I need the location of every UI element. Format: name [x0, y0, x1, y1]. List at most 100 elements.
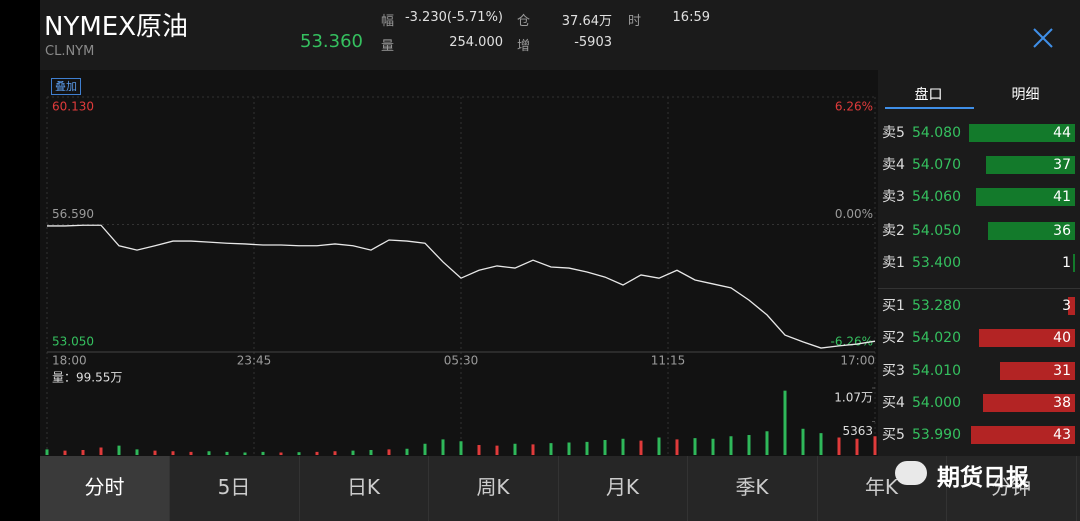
book-qty: 3	[1062, 298, 1071, 314]
volume-bar	[387, 449, 391, 455]
bottom-tab[interactable]: 年K	[817, 456, 947, 521]
stat-label: 仓	[517, 14, 531, 29]
volume-bar	[747, 435, 751, 455]
last-price: 53.360	[300, 31, 363, 52]
volume-bar	[621, 438, 625, 455]
volume-bar	[837, 437, 841, 455]
book-qty: 38	[1053, 395, 1071, 411]
volume-bar	[171, 451, 175, 455]
volume-bar	[549, 443, 553, 455]
stat-value: 37.64万	[561, 14, 612, 29]
book-tab[interactable]: 盘口	[914, 87, 943, 103]
book-label: 卖4	[882, 157, 905, 173]
x-tick-label: 05:30	[444, 354, 479, 368]
volume-bar	[135, 449, 139, 455]
qty-bar	[988, 222, 1075, 240]
volume-bar	[315, 451, 319, 455]
volume-bar	[783, 390, 787, 455]
qty-bar	[983, 394, 1075, 412]
qty-bar	[978, 329, 1075, 347]
book-label: 卖5	[882, 125, 905, 141]
x-tick-label: 18:00	[52, 354, 87, 368]
bottom-tab[interactable]: 月K	[558, 456, 688, 521]
volume-bar	[801, 428, 805, 455]
x-tick-label: 23:45	[237, 354, 272, 368]
book-price: 53.280	[912, 298, 961, 314]
volume-bar	[351, 450, 355, 455]
volume-bar	[495, 445, 499, 455]
stat-label: 时	[628, 14, 642, 29]
book-qty: 36	[1053, 223, 1071, 239]
book-price: 53.400	[912, 255, 961, 271]
book-label: 买5	[882, 427, 905, 443]
book-price: 54.010	[912, 363, 961, 379]
stat-value: 16:59	[672, 10, 710, 25]
bottom-tab[interactable]: 日K	[299, 456, 429, 521]
title: NYMEX原油	[44, 12, 189, 42]
y2-tick-label: 6.26%	[835, 100, 873, 114]
volume-bar	[423, 443, 427, 455]
watermark-box: 期货日报	[895, 456, 1080, 491]
qty-bar	[971, 426, 1075, 444]
volume-bar	[333, 451, 337, 455]
watermark-icon	[895, 461, 927, 485]
qty-bar	[1000, 362, 1075, 380]
stat-label: 增	[517, 39, 531, 54]
book-divider	[878, 288, 1080, 289]
volume-bar	[207, 451, 211, 455]
bottom-tab[interactable]: 分钟	[947, 456, 1077, 521]
book-qty: 31	[1053, 363, 1071, 379]
book-label: 买2	[882, 330, 905, 346]
book-tab[interactable]: 明细	[1011, 87, 1040, 103]
qty-bar	[1072, 254, 1075, 272]
book-price: 54.060	[912, 189, 961, 205]
volume-bar	[153, 450, 157, 455]
book-label: 买4	[882, 395, 905, 411]
qty-bar	[985, 156, 1075, 174]
volume-bar	[855, 438, 859, 455]
stat-value: -3.230(-5.71%)	[404, 10, 503, 25]
y-tick-label: 60.130	[52, 100, 94, 114]
stat-label: 量	[381, 39, 395, 54]
x-tick-label: 11:15	[651, 354, 686, 368]
volume-bar	[225, 451, 229, 455]
volume-bar	[243, 452, 247, 455]
volume-bar	[729, 436, 733, 455]
book-qty: 37	[1053, 157, 1071, 173]
volume-bar	[657, 437, 661, 455]
bottom-tab[interactable]: 周K	[429, 456, 559, 521]
bottom-tab[interactable]: 分时	[40, 456, 170, 521]
book-qty: 44	[1053, 125, 1071, 141]
volume-bar	[297, 452, 301, 455]
volume-bar	[819, 433, 823, 455]
book-label: 卖3	[882, 189, 905, 205]
watermark: 期货日报	[937, 465, 1029, 491]
bottom-tab[interactable]: 5日	[170, 456, 300, 521]
book-label: 买1	[882, 298, 905, 314]
volume-title: 量：99.55万	[52, 371, 122, 385]
qty-bar	[969, 124, 1075, 142]
volume-bar	[405, 448, 409, 455]
book-price: 54.000	[912, 395, 961, 411]
qty-bar	[1067, 297, 1075, 315]
volume-bar	[873, 436, 877, 455]
book-price: 54.080	[912, 125, 961, 141]
book-price: 54.070	[912, 157, 961, 173]
stat-label: 幅	[381, 14, 395, 29]
bottom-tab[interactable]: 季K	[688, 456, 818, 521]
qty-bar	[976, 188, 1075, 206]
volume-bar	[531, 444, 535, 455]
volume-bar	[261, 451, 265, 455]
volume-bar	[45, 449, 49, 455]
book-price: 54.050	[912, 223, 961, 239]
y-tick-label: 53.050	[52, 335, 94, 349]
volume-bar	[585, 441, 589, 455]
volume-bar	[567, 442, 571, 455]
overlay-button[interactable]: 叠加	[51, 78, 81, 95]
volume-bar	[189, 451, 193, 455]
volume-bar	[63, 450, 67, 455]
close-button[interactable]	[1033, 28, 1053, 48]
